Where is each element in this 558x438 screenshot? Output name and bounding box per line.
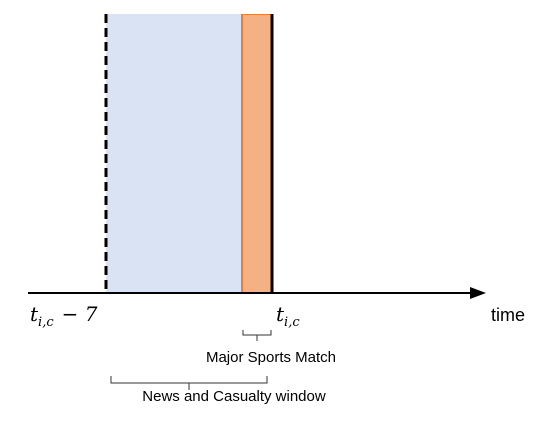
news-casualty-window-region	[106, 14, 242, 293]
sports-match-region	[241, 14, 271, 293]
window-start-label-base: t	[30, 302, 39, 326]
sports-match-brace-label: Major Sports Match	[206, 349, 336, 366]
window-start-label-suffix: − 7	[62, 302, 98, 326]
event-time-label: ti,c	[276, 302, 300, 330]
sports-match-brace	[242, 330, 272, 341]
time-axis-arrowhead	[470, 287, 486, 299]
news-casualty-brace-label: News and Casualty window	[142, 388, 326, 405]
window-start-label-subscript: i,c	[38, 315, 54, 330]
news-casualty-brace	[110, 376, 268, 390]
window-start-label: ti,c − 7	[30, 302, 98, 330]
event-time-label-base: t	[276, 302, 285, 326]
time-axis-label: time	[491, 305, 525, 325]
event-time-label-subscript: i,c	[284, 315, 300, 330]
